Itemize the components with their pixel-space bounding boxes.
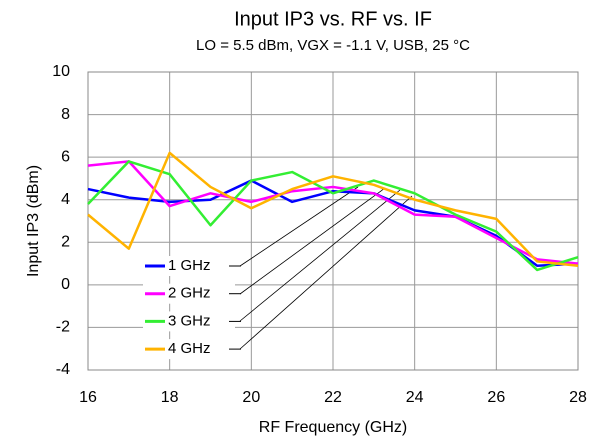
- leader-lines: [239, 186, 413, 350]
- legend-bg: [143, 283, 235, 304]
- legend-label: 1 GHz: [168, 257, 211, 274]
- y-tick-label: 10: [52, 63, 70, 80]
- plot-border: [87, 71, 579, 371]
- legend-bg: [143, 256, 235, 276]
- x-tick-label: 18: [161, 389, 179, 406]
- series-line: [87, 160, 579, 272]
- series-line: [87, 179, 579, 267]
- y-tick-label: 2: [61, 234, 70, 251]
- series-line: [87, 151, 579, 267]
- series-line: [87, 160, 579, 265]
- legend-bg: [143, 339, 235, 360]
- chart-title: Input IP3 vs. RF vs. IF: [234, 8, 432, 30]
- chart-subtitle: LO = 5.5 dBm, VGX = -1.1 V, USB, 25 °C: [196, 37, 470, 54]
- legend-label: 3 GHz: [168, 312, 211, 329]
- y-tick-label: 4: [61, 191, 70, 208]
- y-tick-label: 6: [61, 148, 70, 165]
- y-tick-label: 8: [61, 106, 70, 123]
- x-tick-label: 20: [242, 389, 260, 406]
- x-axis-label: RF Frequency (GHz): [259, 419, 407, 436]
- x-tick-label: 24: [406, 389, 424, 406]
- y-tick-label: -2: [56, 319, 70, 336]
- legend-label: 2 GHz: [168, 285, 211, 302]
- x-tick-label: 22: [324, 389, 342, 406]
- y-tick-label: -4: [56, 361, 70, 378]
- x-tick-label: 28: [569, 389, 587, 406]
- legend-label: 4 GHz: [168, 340, 211, 357]
- y-axis-label: Input IP3 (dBm): [25, 165, 42, 277]
- y-tick-label: 0: [61, 276, 70, 293]
- legend-bg: [143, 311, 235, 332]
- x-tick-label: 26: [487, 389, 505, 406]
- x-tick-label: 16: [79, 389, 97, 406]
